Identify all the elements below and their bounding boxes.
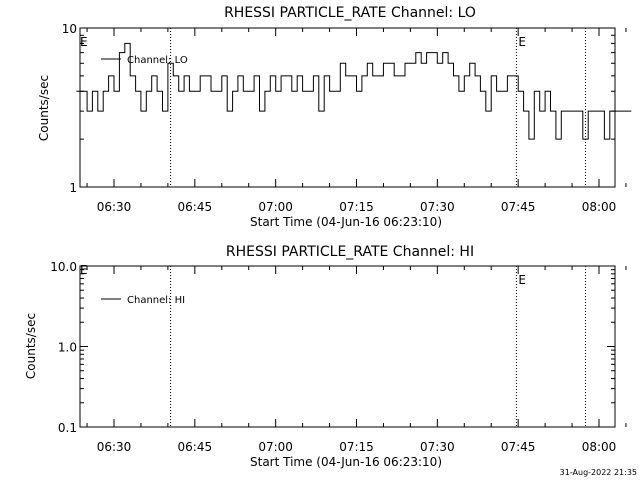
chart-title-hi: RHESSI PARTICLE_RATE Channel: HI — [226, 244, 474, 260]
x-axis-label-lo: Start Time (04-Jun-16 06:23:10) — [250, 215, 442, 229]
panel-hi: RHESSI PARTICLE_RATE Channel: HI 06:30 06… — [24, 244, 627, 469]
x-tick-label: 07:30 — [420, 200, 455, 214]
x-tick-label: 07:45 — [501, 200, 536, 214]
x-tick-label: 07:00 — [258, 440, 293, 454]
x-tick-label: 07:45 — [501, 440, 536, 454]
chart-title-lo: RHESSI PARTICLE_RATE Channel: LO — [224, 5, 476, 21]
plot-frame-hi — [79, 265, 616, 428]
x-tick-label: 06:45 — [178, 440, 213, 454]
series-line-lo — [76, 42, 632, 140]
x-axis-label-hi: Start Time (04-Jun-16 06:23:10) — [250, 455, 442, 469]
y-tick-label: 10.0 — [50, 260, 77, 274]
x-tick-label: 07:00 — [258, 200, 293, 214]
y-axis-label-hi: Counts/sec — [24, 313, 38, 379]
x-tick-label: 07:30 — [420, 440, 455, 454]
legend-label-lo: Channel: LO — [127, 55, 188, 66]
legend-label-hi: Channel: HI — [127, 295, 185, 306]
x-tick-label: 08:00 — [582, 440, 617, 454]
panel-lo: RHESSI PARTICLE_RATE Channel: LO 06:30 06… — [37, 5, 632, 229]
y-tick-label: 1 — [69, 181, 77, 195]
event-label: E — [518, 273, 526, 287]
x-tick-label: 07:15 — [339, 200, 374, 214]
footer-timestamp: 31-Aug-2022 21:35 — [560, 468, 637, 477]
y-axis-label-lo: Counts/sec — [37, 75, 51, 141]
event-label: E — [518, 35, 526, 49]
x-tick-label: 07:15 — [339, 440, 374, 454]
y-tick-label: 0.1 — [58, 421, 77, 435]
y-tick-label: 1.0 — [58, 341, 77, 355]
x-tick-label: 06:30 — [97, 200, 132, 214]
y-tick-label: 10 — [62, 22, 77, 36]
corner-label-hi: E — [80, 263, 88, 277]
x-tick-label: 08:00 — [582, 200, 617, 214]
x-tick-label: 06:30 — [97, 440, 132, 454]
plot-frame-lo — [79, 27, 616, 188]
corner-label-lo: E — [80, 35, 88, 49]
x-tick-label: 06:45 — [178, 200, 213, 214]
